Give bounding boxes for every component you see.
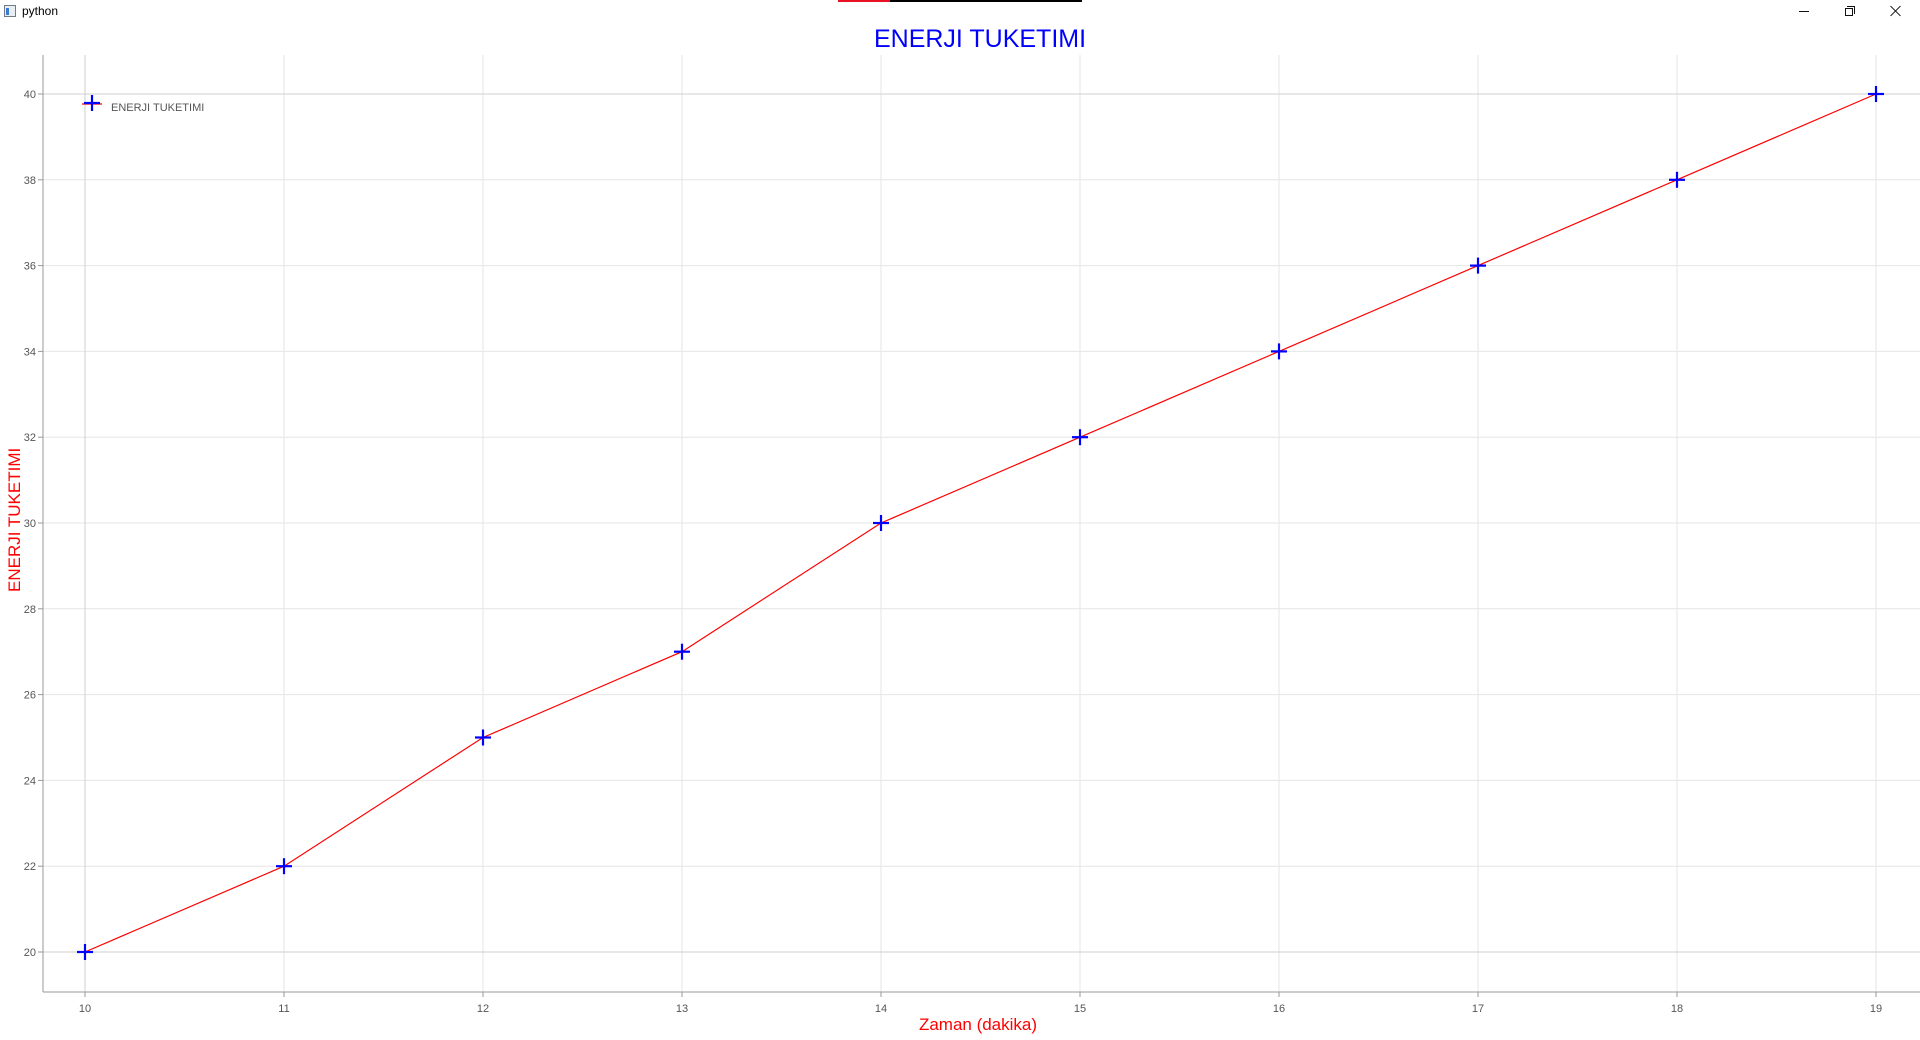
y-tick-label: 24 (24, 775, 36, 787)
chart-title: ENERJI TUKETIMI (873, 25, 1087, 53)
x-tick-label: 18 (1671, 1003, 1683, 1015)
title-bar[interactable]: python (0, 0, 1920, 24)
series-line (84, 93, 1877, 953)
data-point-marker (1072, 429, 1088, 446)
restore-button[interactable] (1827, 0, 1873, 22)
title-accent-bar (838, 0, 1082, 2)
title-accent-red (838, 0, 890, 2)
y-tick-label: 34 (24, 346, 36, 358)
y-axis-label: ENERJI TUKETIMI (5, 447, 24, 592)
minimize-icon (1799, 10, 1809, 12)
minimize-button[interactable] (1781, 0, 1827, 22)
y-tick-label: 28 (24, 604, 36, 616)
restore-icon (1845, 6, 1855, 16)
data-point-marker (1271, 343, 1287, 360)
x-tick-label: 15 (1074, 1003, 1086, 1015)
x-tick-label: 14 (875, 1003, 887, 1015)
data-point-marker (873, 515, 889, 531)
x-tick-label: 10 (79, 1003, 91, 1015)
x-tick-label: 13 (676, 1003, 688, 1015)
x-tick-label: 16 (1273, 1003, 1285, 1015)
data-point-marker (1868, 86, 1884, 102)
legend-marker-sample (84, 95, 100, 111)
legend-label: ENERJI TUKETIMI (111, 102, 204, 114)
window-title: python (22, 4, 59, 18)
data-point-marker (674, 643, 690, 660)
y-tick-label: 26 (24, 690, 36, 702)
y-tick-label: 20 (24, 947, 36, 959)
x-tick-label: 17 (1472, 1003, 1484, 1015)
y-tick-label: 32 (24, 432, 36, 444)
data-point-marker (276, 858, 292, 875)
y-tick-label: 40 (24, 89, 36, 101)
x-tick-label: 11 (278, 1003, 289, 1015)
data-point-marker (77, 944, 93, 960)
data-point-marker (1470, 257, 1486, 274)
y-tick-label: 22 (24, 861, 36, 873)
y-tick-label: 36 (24, 261, 36, 273)
x-axis-label: Zaman (dakika) (918, 1015, 1038, 1034)
y-tick-label: 38 (24, 175, 36, 187)
python-app-icon (4, 5, 16, 17)
y-tick-label: 30 (24, 518, 36, 530)
data-point-marker (1669, 171, 1685, 188)
x-tick-label: 19 (1870, 1003, 1882, 1015)
data-point-marker (475, 729, 491, 746)
x-tick-label: 12 (477, 1003, 489, 1015)
